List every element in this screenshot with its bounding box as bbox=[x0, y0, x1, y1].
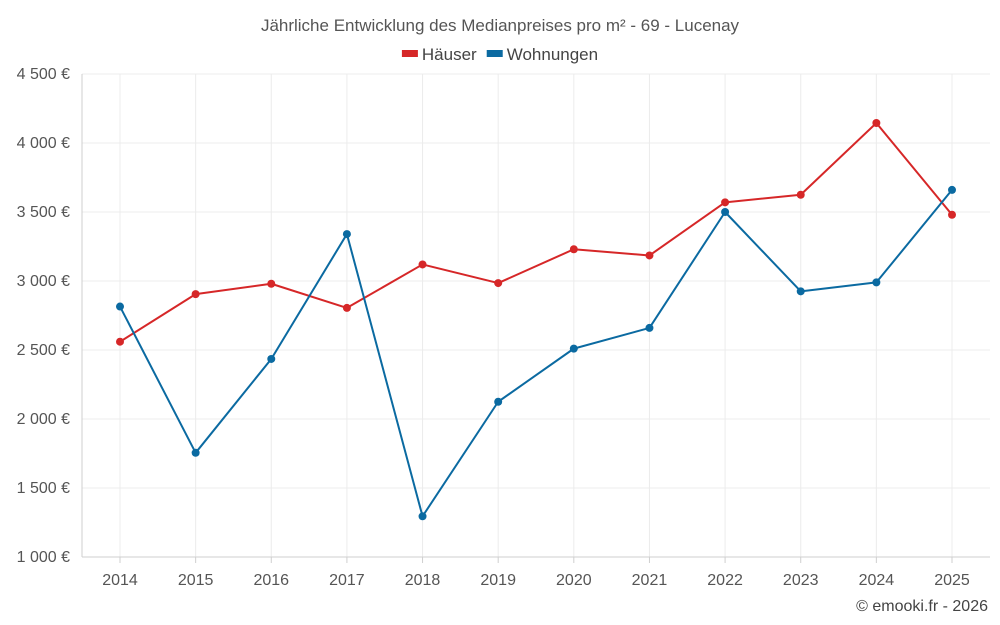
data-point-wohnungen bbox=[721, 208, 730, 216]
chart-title: Jährliche Entwicklung des Medianpreises … bbox=[261, 16, 740, 35]
y-tick-label: 4 000 € bbox=[17, 135, 70, 152]
data-point-wohnungen bbox=[872, 278, 881, 287]
x-tick-label: 2017 bbox=[329, 572, 365, 589]
data-point-wohnungen bbox=[116, 302, 124, 311]
x-tick-label: 2020 bbox=[556, 572, 592, 589]
data-point-haeuser bbox=[494, 279, 503, 288]
data-point-wohnungen bbox=[191, 448, 200, 457]
data-point-haeuser bbox=[116, 337, 124, 346]
legend-swatch bbox=[486, 50, 503, 57]
data-point-wohnungen bbox=[948, 185, 956, 194]
legend-label: Wohnungen bbox=[507, 45, 598, 64]
legend-label: Häuser bbox=[422, 45, 477, 64]
y-tick-label: 2 000 € bbox=[17, 411, 70, 428]
series-group bbox=[116, 118, 956, 521]
x-tick-label: 2022 bbox=[707, 572, 743, 589]
x-tick-label: 2023 bbox=[783, 572, 819, 589]
legend-item[interactable]: Häuser bbox=[401, 45, 477, 64]
x-axis: 2014 2015 2016 2017 2018 2019 2020 2021 2022 2023… bbox=[82, 556, 990, 589]
credit-text: © emooki.fr - 2026 bbox=[856, 598, 988, 615]
data-point-haeuser bbox=[645, 251, 654, 260]
data-point-haeuser bbox=[569, 245, 578, 254]
x-tick-label: 2016 bbox=[253, 572, 289, 589]
legend-item[interactable]: Wohnungen bbox=[486, 45, 598, 64]
x-tick-label: 2014 bbox=[102, 572, 138, 589]
data-point-wohnungen bbox=[645, 323, 654, 332]
data-point-wohnungen bbox=[569, 344, 578, 353]
series-line-haeuser bbox=[119, 121, 953, 343]
data-point-wohnungen bbox=[796, 287, 805, 296]
data-point-haeuser bbox=[796, 190, 805, 199]
y-tick-label: 3 000 € bbox=[17, 273, 70, 290]
x-tick-label: 2021 bbox=[632, 572, 668, 589]
grid bbox=[82, 73, 990, 557]
y-axis: 1 000 € 1 500 € 2 000 € 2 500 € 3 000 € 3 500… bbox=[17, 66, 83, 566]
y-tick-label: 1 500 € bbox=[17, 480, 70, 497]
x-tick-label: 2015 bbox=[178, 572, 214, 589]
y-tick-label: 4 500 € bbox=[17, 66, 70, 83]
data-point-haeuser bbox=[342, 303, 351, 312]
y-tick-label: 1 000 € bbox=[17, 549, 70, 566]
data-point-haeuser bbox=[267, 279, 276, 288]
legend-swatch bbox=[401, 50, 418, 57]
x-tick-label: 2019 bbox=[480, 572, 516, 589]
x-tick-label: 2018 bbox=[405, 572, 441, 589]
data-point-haeuser bbox=[191, 290, 200, 299]
x-tick-label: 2024 bbox=[859, 572, 895, 589]
data-point-wohnungen bbox=[267, 354, 276, 363]
data-point-wohnungen bbox=[494, 397, 503, 406]
data-point-haeuser bbox=[872, 118, 881, 127]
legend: Häuser Wohnungen bbox=[401, 45, 598, 64]
y-tick-label: 3 500 € bbox=[17, 204, 70, 221]
series-line-wohnungen bbox=[119, 189, 953, 518]
data-point-wohnungen bbox=[418, 512, 427, 521]
x-tick-label: 2025 bbox=[934, 572, 970, 589]
y-tick-label: 2 500 € bbox=[17, 342, 70, 359]
data-point-haeuser bbox=[948, 210, 956, 219]
data-point-haeuser bbox=[721, 198, 730, 207]
data-point-haeuser bbox=[418, 260, 427, 269]
data-point-wohnungen bbox=[342, 230, 351, 239]
